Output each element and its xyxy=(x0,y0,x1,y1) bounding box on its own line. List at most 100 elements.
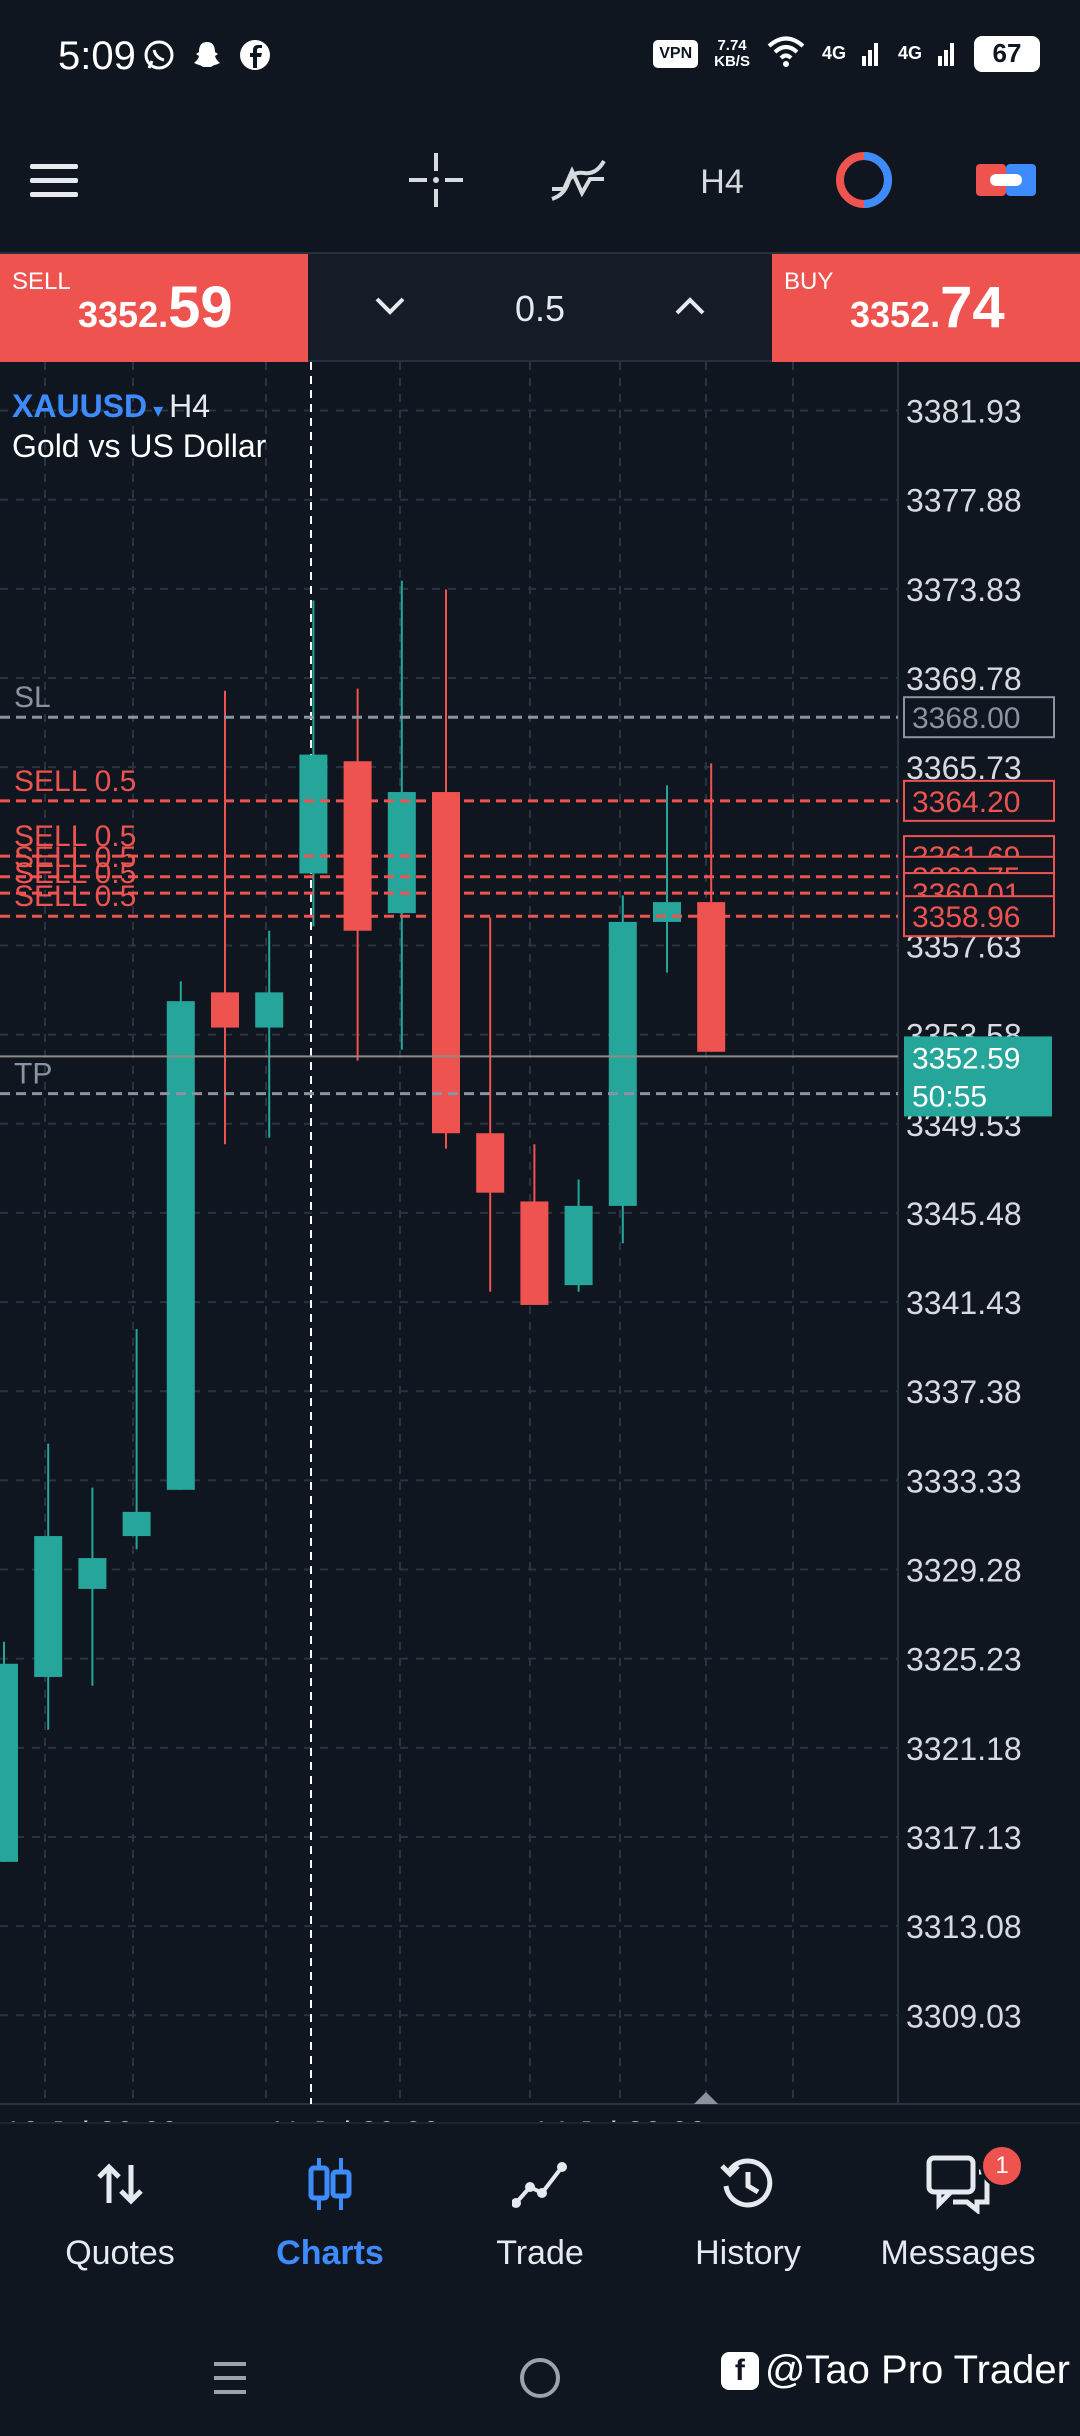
signal-2-label: 4G xyxy=(897,43,922,63)
nav-trade[interactable]: Trade xyxy=(440,2152,640,2273)
one-click-trading-icon xyxy=(834,150,894,215)
nav-charts[interactable]: Charts xyxy=(230,2152,430,2273)
nav-history[interactable]: History xyxy=(648,2152,848,2273)
candle-body xyxy=(78,1558,107,1589)
trade-panel-icon xyxy=(976,158,1036,207)
candle-body xyxy=(476,1133,505,1193)
buy-button[interactable]: BUY 3352.74 xyxy=(772,254,1080,362)
nav-messages[interactable]: Messages 1 xyxy=(858,2144,1058,2273)
order-line-label: SELL 0.5 xyxy=(14,880,136,913)
signal-1-icon xyxy=(861,36,882,71)
symbol-name[interactable]: XAUUSD xyxy=(12,388,148,424)
nav-charts-label: Charts xyxy=(276,2234,384,2272)
volume-decrease-button[interactable] xyxy=(360,278,420,338)
price-tick-label: 3325.23 xyxy=(906,1642,1022,1678)
candle-body xyxy=(0,1663,18,1862)
buy-label: BUY xyxy=(784,268,834,295)
indicators-icon xyxy=(548,155,608,210)
time-tick-label: 14 Jul 20:00 xyxy=(532,2115,706,2122)
order-price-box xyxy=(903,696,1055,739)
volume-value[interactable]: 0.5 xyxy=(514,288,566,329)
recent-apps-icon xyxy=(210,2362,250,2400)
menu-button[interactable] xyxy=(14,142,94,222)
price-tick-label: 3345.48 xyxy=(906,1196,1022,1232)
chevron-down-icon xyxy=(374,296,406,321)
price-chart[interactable]: 3381.933377.883373.833369.783365.733361.… xyxy=(0,362,1080,2122)
messages-icon xyxy=(858,2152,1058,2216)
order-line-label: SELL 0.5 xyxy=(14,857,136,890)
price-tick-label: 3341.43 xyxy=(906,1285,1022,1321)
candle-body xyxy=(564,1205,593,1286)
trade-bar: SELL 3352.59 0.5 BUY 3352.74 xyxy=(0,252,1080,362)
order-line-label: SL xyxy=(14,681,51,714)
crosshair-icon xyxy=(407,151,465,214)
symbol-description: Gold vs US Dollar xyxy=(12,428,267,464)
price-tick-label: 3381.93 xyxy=(906,394,1022,430)
buy-price-pips: 74 xyxy=(940,275,1005,340)
watermark-text: @Tao Pro Trader xyxy=(764,2348,1070,2392)
nav-quotes[interactable]: Quotes xyxy=(20,2152,220,2273)
indicators-button[interactable] xyxy=(538,142,618,222)
time-tick-label: 11 Jul 20:00 xyxy=(268,2115,440,2122)
system-navigation: f @Tao Pro Trader xyxy=(0,2322,1080,2436)
price-tick-label: 3333.33 xyxy=(906,1463,1022,1499)
timeframe-button[interactable]: H4 xyxy=(700,162,744,201)
candle-body xyxy=(255,992,284,1028)
network-speed-unit: KB/S xyxy=(714,52,750,70)
sell-label: SELL xyxy=(12,268,71,295)
order-line-label: SELL 0.5 xyxy=(14,820,136,853)
price-tick-label: 3329.28 xyxy=(906,1553,1022,1589)
volume-increase-button[interactable] xyxy=(660,278,720,338)
snapchat-icon xyxy=(190,38,224,72)
order-line-label: SELL 0.5 xyxy=(14,765,136,798)
bottom-navigation: Quotes Charts Trade History Messages 1 xyxy=(0,2122,1080,2322)
candle-timer-label: 50:55 xyxy=(912,1080,987,1113)
order-price-label: 3358.96 xyxy=(912,901,1020,934)
current-price-box xyxy=(904,1036,1052,1117)
messages-badge: 1 xyxy=(980,2144,1024,2188)
time-tick-label: 10 Jul 20:00 xyxy=(4,2115,178,2122)
buy-price-main: 3352. xyxy=(850,294,941,335)
order-price-box xyxy=(903,895,1055,938)
trade-panel-button[interactable] xyxy=(966,142,1046,222)
price-tick-label: 3369.78 xyxy=(906,661,1022,697)
buy-price: 3352.74 xyxy=(850,274,1005,341)
status-time: 5:09 xyxy=(58,34,136,78)
current-price-label: 3352.59 xyxy=(912,1042,1020,1075)
network-speed-value: 7.74 xyxy=(717,36,747,54)
price-tick-label: 3377.88 xyxy=(906,483,1022,519)
order-price-box xyxy=(903,779,1055,822)
chart-symbol-line: XAUUSD ▾ H4 xyxy=(12,388,210,425)
sell-button[interactable]: SELL 3352.59 xyxy=(0,254,308,362)
order-line-label: SELL 0.5 xyxy=(14,841,136,874)
candle-body xyxy=(697,902,726,1052)
whatsapp-icon xyxy=(142,38,176,72)
one-click-trading-button[interactable] xyxy=(824,142,904,222)
candle-body xyxy=(343,761,372,931)
order-line-label: TP xyxy=(14,1058,52,1091)
recent-apps-button[interactable] xyxy=(210,2360,250,2401)
order-price-label: 3364.20 xyxy=(912,786,1020,819)
candle-body xyxy=(608,921,637,1206)
watermark-facebook-icon: f xyxy=(720,2351,759,2390)
candle-body xyxy=(387,792,416,914)
candle-body xyxy=(432,792,460,1134)
candle-body xyxy=(122,1511,151,1537)
signal-2-icon xyxy=(938,36,958,71)
chart-timeframe: H4 xyxy=(169,388,211,424)
hamburger-icon xyxy=(28,160,80,205)
candle-body xyxy=(520,1201,549,1305)
candle-body xyxy=(211,992,239,1028)
sell-price: 3352.59 xyxy=(78,274,233,341)
chart-canvas[interactable]: 3381.933377.883373.833369.783365.733361.… xyxy=(0,362,1080,2122)
candle-body xyxy=(34,1536,63,1677)
crosshair-button[interactable] xyxy=(396,142,476,222)
symbol-dropdown-icon[interactable]: ▾ xyxy=(153,400,164,422)
network-speed: 7.74 KB/S xyxy=(714,36,750,70)
candle-body xyxy=(653,902,681,922)
status-indicators: VPN 7.74 KB/S 4G 4G 67 xyxy=(653,34,1040,73)
home-button[interactable] xyxy=(520,2358,560,2398)
battery-indicator: 67 xyxy=(974,35,1040,72)
chart-toolbar: H4 xyxy=(0,110,1080,252)
status-bar: 5:09 VPN 7.74 KB/S 4G 4G 67 xyxy=(0,0,1080,110)
